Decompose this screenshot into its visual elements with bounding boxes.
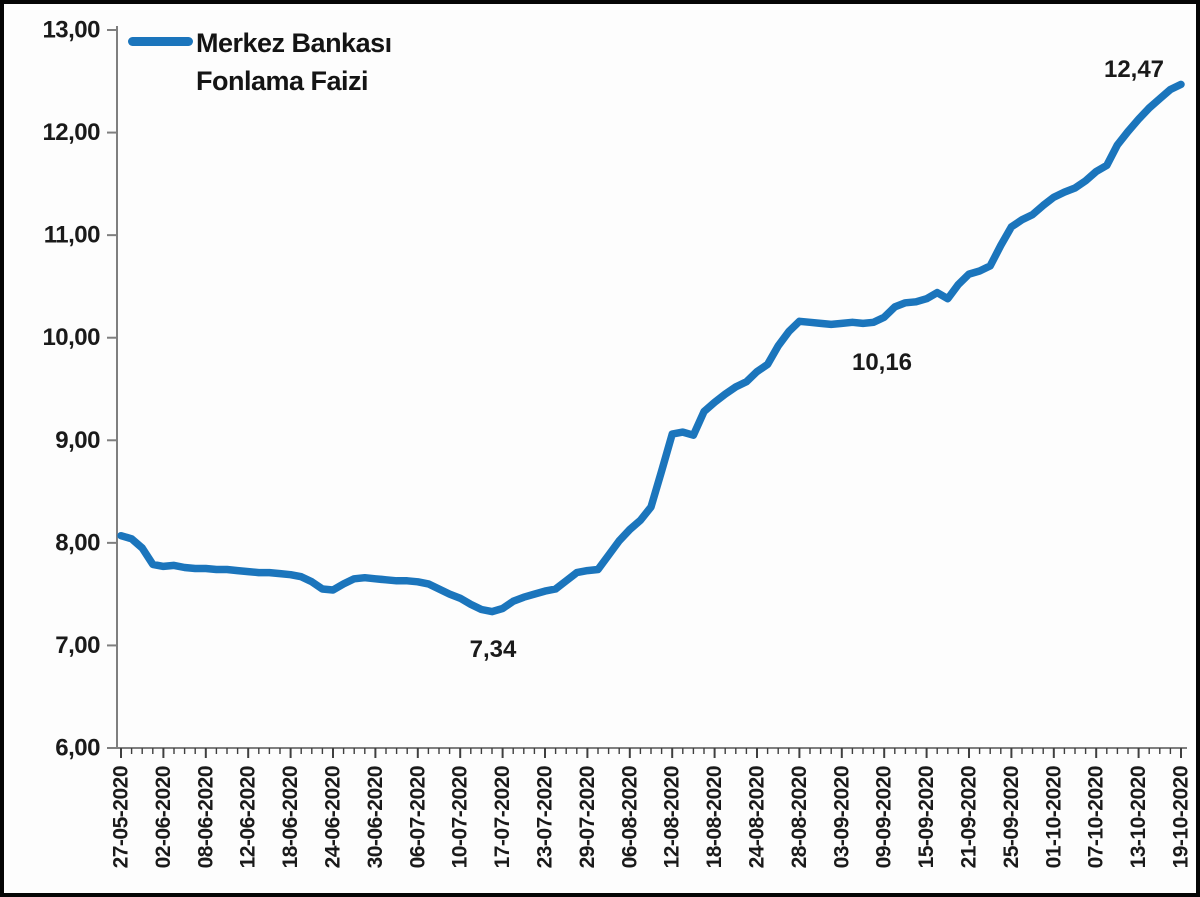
y-axis-label: 8,00 (55, 529, 100, 556)
series-line-merkez-bankasi-fonlama-faizi (117, 80, 1185, 616)
y-axis-label: 13,00 (42, 17, 100, 44)
x-axis-label: 24-08-2020 (746, 766, 769, 868)
x-axis-label: 02-06-2020 (152, 766, 175, 868)
x-axis-label: 12-06-2020 (237, 766, 260, 868)
x-axis-label: 03-09-2020 (830, 766, 853, 868)
y-axis-label: 7,00 (55, 632, 100, 659)
series-lines (117, 80, 1185, 616)
x-axis-label: 10-07-2020 (449, 766, 472, 868)
x-axis-label: 18-06-2020 (279, 766, 302, 868)
data-point-label: 12,47 (1104, 56, 1164, 83)
x-axis-label: 06-07-2020 (406, 766, 429, 868)
x-axis-label: 19-10-2020 (1170, 766, 1193, 868)
y-axis: 13,00 12,00 11,00 10,00 9,00 8,00 7,00 6,00 (42, 17, 118, 762)
x-axis-label: 12-08-2020 (661, 766, 684, 868)
x-axis-label: 13-10-2020 (1127, 766, 1150, 868)
x-axis-label: 30-06-2020 (364, 766, 387, 868)
x-axis-label: 29-07-2020 (576, 766, 599, 868)
data-point-label: 7,34 (470, 636, 517, 663)
x-axis-label: 23-07-2020 (534, 766, 557, 868)
data-label-annotations: 7,34 10,16 12,47 (470, 56, 1164, 663)
legend-series-label-line1: Merkez Bankası (196, 28, 392, 58)
x-axis-label: 01-10-2020 (1042, 766, 1065, 868)
legend-series-label: Merkez Bankası Fonlama Faizi (196, 24, 392, 100)
x-axis-label: 18-08-2020 (703, 766, 726, 868)
legend-series-label-line2: Fonlama Faizi (196, 66, 369, 96)
legend-line-swatch (128, 37, 193, 46)
x-axis-label: 27-05-2020 (110, 766, 133, 868)
x-axis-label: 24-06-2020 (322, 766, 345, 868)
x-axis-label: 09-09-2020 (873, 766, 896, 868)
x-axis-label: 08-06-2020 (194, 766, 217, 868)
legend: Merkez Bankası Fonlama Faizi (128, 24, 392, 100)
y-axis-label: 10,00 (42, 324, 100, 351)
x-axis-label: 21-09-2020 (958, 766, 981, 868)
y-axis-label: 9,00 (55, 427, 100, 454)
x-axis-label: 07-10-2020 (1085, 766, 1108, 868)
x-axis: 27-05-2020 02-06-2020 08-06-2020 12-06-2020… (110, 747, 1193, 868)
x-axis-label: 25-09-2020 (1000, 766, 1023, 868)
data-point-label: 10,16 (852, 349, 912, 376)
y-axis-label: 6,00 (55, 735, 100, 762)
x-axis-label: 17-07-2020 (491, 766, 514, 868)
x-axis-label: 28-08-2020 (788, 766, 811, 868)
y-axis-label: 11,00 (44, 222, 100, 249)
x-axis-label: 15-09-2020 (915, 766, 938, 868)
y-axis-label: 12,00 (42, 119, 100, 146)
x-axis-label: 06-08-2020 (618, 766, 641, 868)
